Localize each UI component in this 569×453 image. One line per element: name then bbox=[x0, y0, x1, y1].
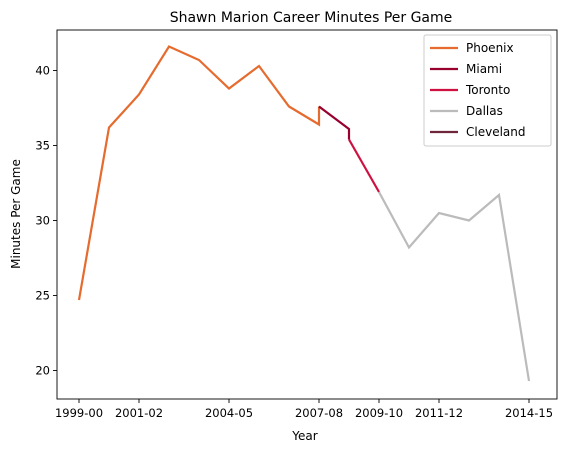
y-tick-label: 30 bbox=[35, 214, 50, 228]
legend-label-cleveland: Cleveland bbox=[466, 125, 526, 139]
y-tick-label: 35 bbox=[35, 139, 50, 153]
x-axis-label: Year bbox=[291, 429, 317, 443]
legend-label-dallas: Dallas bbox=[466, 104, 503, 118]
legend-box bbox=[423, 34, 552, 147]
y-tick-label: 40 bbox=[35, 64, 50, 78]
legend-label-toronto: Toronto bbox=[465, 83, 510, 97]
series-line-dallas bbox=[378, 191, 531, 382]
legend: Phoenix Miami Toronto Dallas Cleveland bbox=[423, 34, 552, 147]
x-tick-label: 2011-12 bbox=[415, 406, 463, 420]
legend-label-phoenix: Phoenix bbox=[466, 41, 514, 55]
y-tick-label: 20 bbox=[35, 364, 50, 378]
x-tick-label: 2007-08 bbox=[295, 406, 343, 420]
legend-label-miami: Miami bbox=[466, 62, 502, 76]
series-line-phoenix bbox=[77, 45, 321, 301]
plot-lines bbox=[77, 45, 531, 382]
x-tick-label: 2004-05 bbox=[205, 406, 253, 420]
y-tick-label: 25 bbox=[35, 289, 50, 303]
x-axis-ticks: 1999-00 2001-02 2004-05 2007-08 2009-10 2011-… bbox=[55, 399, 553, 420]
y-axis-ticks: 20 25 30 35 40 bbox=[35, 64, 57, 378]
x-tick-label: 2001-02 bbox=[115, 406, 163, 420]
plot-frame bbox=[56, 29, 558, 400]
series-line-toronto bbox=[348, 138, 380, 193]
chart-title: Shawn Marion Career Minutes Per Game bbox=[170, 10, 453, 26]
x-tick-label: 1999-00 bbox=[55, 406, 103, 420]
x-tick-label: 2009-10 bbox=[355, 406, 403, 420]
y-axis-label: Minutes Per Game bbox=[9, 159, 23, 269]
series-line-miami bbox=[318, 105, 351, 140]
x-tick-label: 2014-15 bbox=[505, 406, 553, 420]
